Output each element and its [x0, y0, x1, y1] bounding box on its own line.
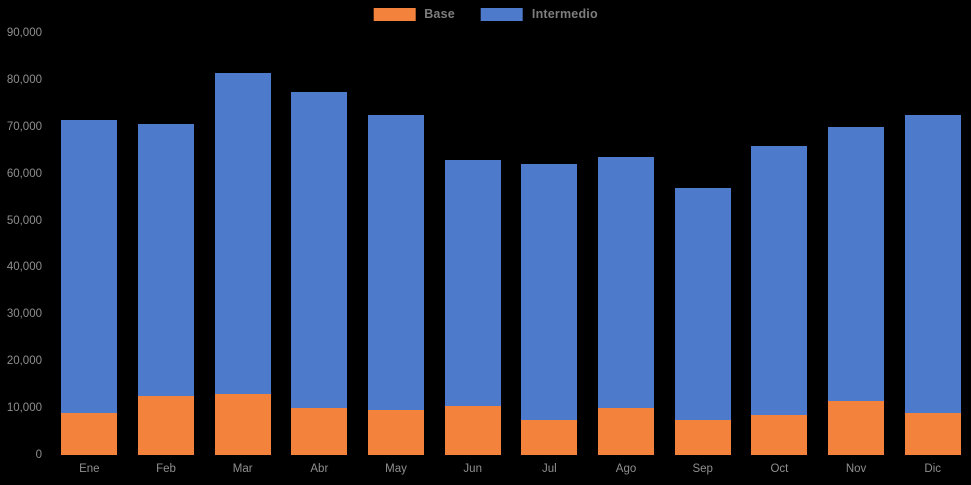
bar-segment-base-sep[interactable]	[674, 419, 731, 455]
bar-segment-intermedio-feb[interactable]	[138, 124, 194, 397]
bar-column-ago	[588, 33, 665, 455]
bar-segment-base-oct[interactable]	[751, 415, 808, 455]
bar-stack-abr	[291, 91, 348, 455]
bar-segment-intermedio-oct[interactable]	[751, 145, 808, 416]
x-axis-label-ago: Ago	[615, 463, 637, 475]
bar-segment-intermedio-may[interactable]	[368, 115, 425, 411]
bar-segment-base-may[interactable]	[368, 410, 425, 455]
legend-swatch-base	[373, 7, 416, 21]
y-tick-label: 60,000	[6, 167, 42, 180]
x-axis-label-may: May	[385, 463, 407, 475]
bar-segment-base-feb[interactable]	[138, 396, 194, 455]
bar-column-jun	[434, 33, 511, 455]
bar-segment-base-mar[interactable]	[214, 394, 271, 455]
x-axis-label-mar: Mar	[232, 463, 253, 475]
plot-area	[51, 33, 971, 455]
bar-segment-base-nov[interactable]	[828, 401, 885, 455]
y-tick-label: 30,000	[6, 308, 42, 321]
y-tick-label: 50,000	[6, 214, 42, 227]
bar-stack-mar	[214, 72, 271, 455]
bar-segment-intermedio-nov[interactable]	[828, 126, 885, 402]
x-axis: Ene Feb Mar Abr May Jun Jul Ago Sep Oct Nov Dic	[51, 463, 971, 475]
bar-stack-nov	[828, 126, 885, 455]
y-tick-label: 90,000	[6, 27, 42, 39]
legend-item-intermedio[interactable]: Intermedio	[480, 7, 598, 21]
y-tick-label: 40,000	[6, 261, 42, 274]
x-axis-label-abr: Abr	[310, 463, 329, 475]
bar-column-mar	[204, 33, 281, 455]
bar-segment-intermedio-ago[interactable]	[598, 157, 655, 409]
x-axis-label-jul: Jul	[542, 463, 557, 475]
bar-column-may	[358, 33, 435, 455]
bar-stack-jul	[521, 164, 578, 455]
bar-column-jul	[511, 33, 588, 455]
y-tick-label: 70,000	[6, 120, 42, 133]
chart-legend: Base Intermedio	[373, 7, 598, 21]
bar-column-ene	[51, 33, 128, 455]
bar-segment-intermedio-ene[interactable]	[61, 119, 118, 413]
bar-segment-intermedio-jun[interactable]	[444, 159, 501, 406]
bar-stack-feb	[138, 124, 194, 455]
x-axis-label-dic: Dic	[924, 463, 942, 475]
x-axis-label-sep: Sep	[692, 463, 713, 475]
y-tick-label: 0	[35, 449, 42, 461]
y-tick-label: 20,000	[6, 355, 42, 368]
bar-stack-oct	[751, 145, 808, 455]
x-axis-label-oct: Oct	[770, 463, 789, 475]
bar-stack-may	[368, 115, 425, 455]
x-axis-label-nov: Nov	[845, 463, 867, 475]
bar-segment-intermedio-sep[interactable]	[674, 187, 731, 420]
bar-segment-base-ene[interactable]	[61, 412, 118, 455]
legend-label-intermedio: Intermedio	[531, 7, 598, 21]
bar-stack-sep	[674, 187, 731, 455]
bar-stack-jun	[444, 159, 501, 455]
bar-column-dic	[894, 33, 971, 455]
bar-segment-intermedio-dic[interactable]	[904, 115, 961, 413]
bar-column-nov	[818, 33, 895, 455]
x-axis-label-ene: Ene	[79, 463, 100, 475]
bar-stack-dic	[904, 115, 961, 455]
bar-column-oct	[741, 33, 818, 455]
x-axis-label-jun: Jun	[463, 463, 482, 475]
bar-segment-intermedio-jul[interactable]	[521, 164, 578, 420]
bar-segment-base-dic[interactable]	[904, 412, 961, 455]
bar-stack-ago	[598, 157, 655, 455]
bar-segment-base-ago[interactable]	[598, 408, 655, 455]
y-axis: 0 10,000 20,000 30,000 40,000 50,000 60,000 70,…	[0, 0, 42, 485]
bar-column-abr	[281, 33, 358, 455]
y-tick-label: 10,000	[6, 402, 42, 415]
legend-label-base: Base	[424, 7, 455, 21]
bar-segment-base-jul[interactable]	[521, 419, 578, 455]
bar-segment-base-jun[interactable]	[444, 405, 501, 455]
bar-segment-intermedio-abr[interactable]	[291, 91, 348, 409]
legend-item-base[interactable]: Base	[373, 7, 455, 21]
legend-swatch-intermedio	[480, 7, 523, 21]
bar-column-sep	[664, 33, 741, 455]
y-tick-label: 80,000	[6, 73, 42, 86]
bar-segment-intermedio-mar[interactable]	[214, 72, 271, 395]
bar-stack-ene	[61, 119, 118, 455]
bar-segment-base-abr[interactable]	[291, 408, 348, 455]
x-axis-label-feb: Feb	[156, 463, 176, 475]
bar-column-feb	[128, 33, 205, 455]
